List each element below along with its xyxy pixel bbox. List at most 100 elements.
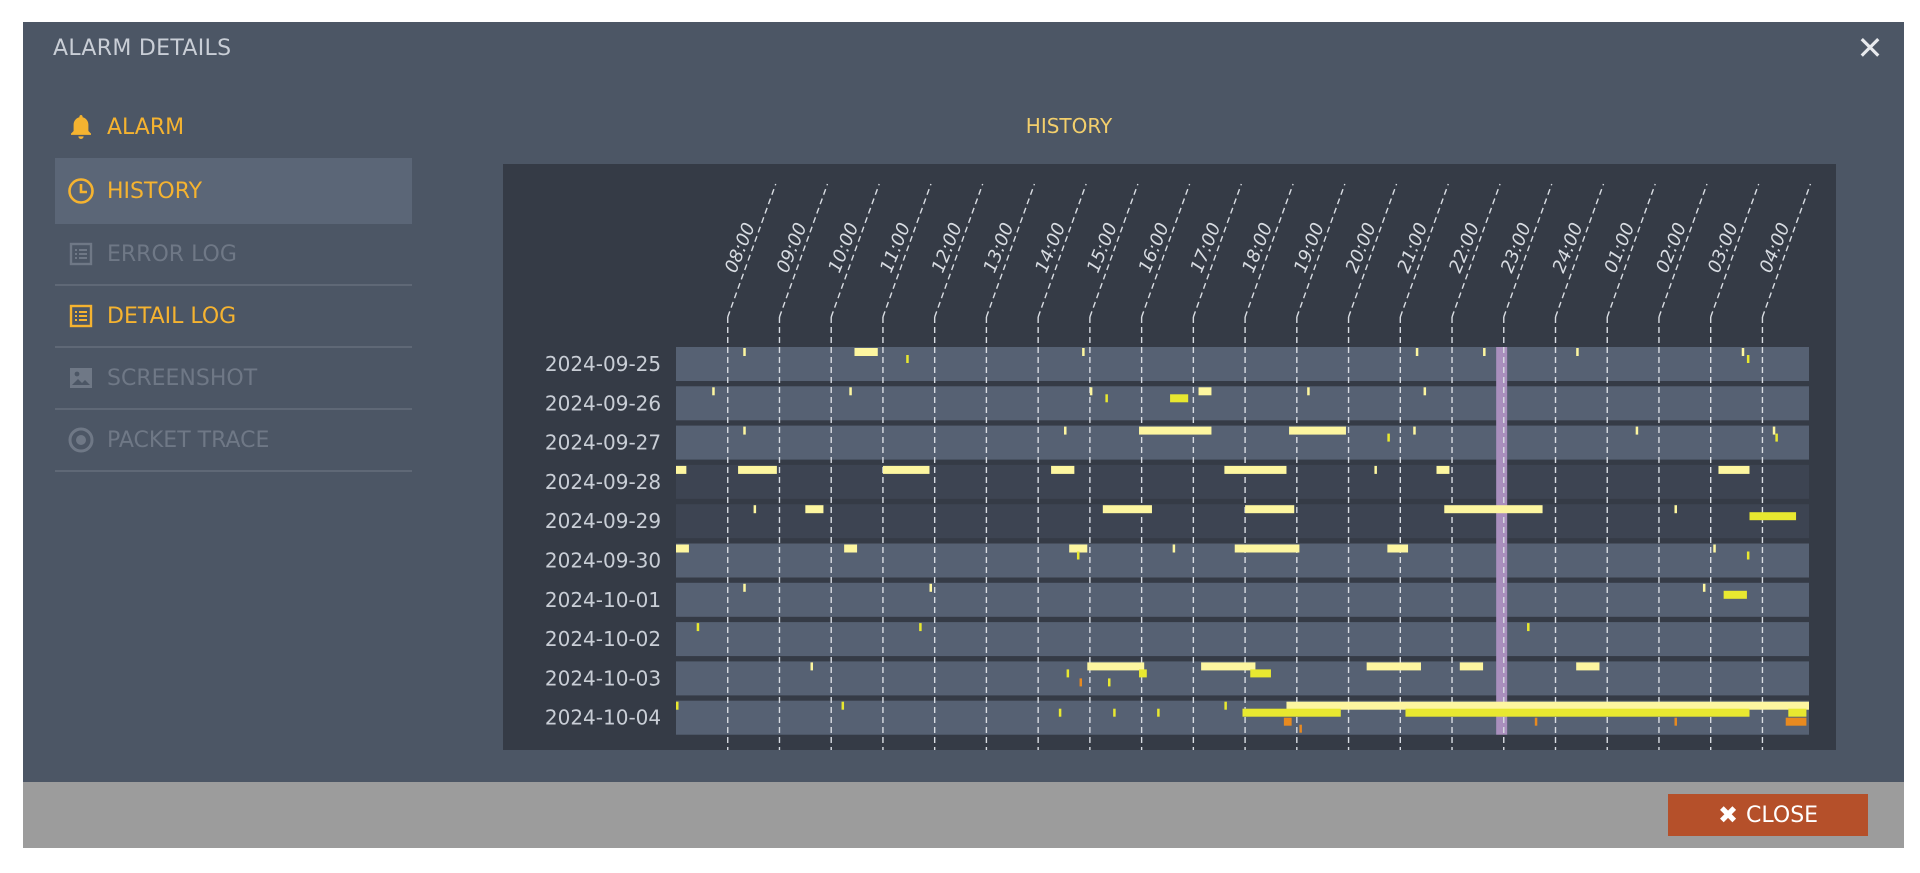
event-bar <box>1387 433 1390 442</box>
event-bar <box>1157 708 1160 717</box>
event-bar <box>1415 348 1419 356</box>
event-bar <box>854 348 878 356</box>
event-bar <box>738 465 777 474</box>
row-date-label: 2024-09-29 <box>545 509 661 533</box>
sidebar-item-label: ALARM <box>107 114 185 140</box>
event-bar <box>1069 544 1088 553</box>
hour-gridline-diagonal <box>1192 183 1243 318</box>
hour-gridline-diagonal <box>1554 183 1605 318</box>
event-bar <box>1201 662 1256 671</box>
hour-tick-label: 23:00 <box>1497 220 1536 276</box>
event-bar <box>1741 348 1745 356</box>
event-bar <box>1718 465 1750 474</box>
event-bar <box>743 583 746 592</box>
hour-gridline-diagonal <box>1296 183 1346 318</box>
event-bar <box>676 701 679 710</box>
row-date-label: 2024-10-03 <box>545 666 661 690</box>
list-icon <box>67 302 95 330</box>
history-chart-panel: 2024-09-25 2024-09-26 2024-09-27 2024-09-28… <box>503 164 1836 752</box>
close-button[interactable]: ✖ CLOSE <box>1668 794 1868 836</box>
hour-tick-label: 24:00 <box>1549 220 1588 276</box>
event-bar <box>743 426 746 435</box>
sidebar-item-label: PACKET TRACE <box>107 427 270 453</box>
timeline-row <box>676 347 1809 381</box>
event-bar <box>844 544 858 553</box>
sidebar-item-detail-log[interactable]: DETAIL LOG <box>55 286 412 348</box>
row-date-label: 2024-09-28 <box>545 470 661 494</box>
event-bar <box>1405 708 1750 717</box>
event-bar <box>1051 465 1075 474</box>
sidebar-item-label: ERROR LOG <box>107 241 237 267</box>
row-date-label: 2024-09-25 <box>545 352 661 376</box>
hour-gridline-diagonal <box>1606 183 1656 318</box>
close-icon[interactable]: ✕ <box>1856 29 1884 67</box>
event-bar <box>676 544 689 553</box>
hour-tick-label: 19:00 <box>1290 220 1329 276</box>
event-bar <box>919 623 922 632</box>
sidebar-item-error-log[interactable]: ERROR LOG <box>55 224 412 286</box>
sidebar-item-alarm[interactable]: ALARM <box>55 96 412 158</box>
hour-gridline-diagonal <box>830 183 880 318</box>
event-bar <box>1459 662 1484 671</box>
event-bar <box>841 701 845 710</box>
event-bar <box>1102 505 1152 514</box>
event-bar <box>1250 669 1271 678</box>
event-bar <box>1413 426 1416 435</box>
hour-tick-label: 10:00 <box>824 220 863 276</box>
event-bar <box>1087 662 1145 671</box>
event-bar <box>1746 355 1750 363</box>
hour-gridline-diagonal <box>1399 183 1449 318</box>
row-date-label: 2024-09-27 <box>545 431 661 455</box>
hour-gridline-diagonal <box>985 183 1036 318</box>
hour-tick-label: 01:00 <box>1600 220 1639 276</box>
event-bar <box>1746 551 1750 560</box>
event-bar <box>1089 387 1093 396</box>
hour-tick-label: 09:00 <box>773 220 812 276</box>
hour-tick-label: 11:00 <box>876 220 915 276</box>
sidebar-item-screenshot[interactable]: SCREENSHOT <box>55 348 412 410</box>
event-bar <box>1527 623 1530 632</box>
event-bar <box>1674 505 1677 514</box>
event-bar <box>1483 348 1486 356</box>
event-bar <box>1224 701 1227 710</box>
event-bar <box>1066 669 1070 678</box>
timeline-row <box>676 622 1809 657</box>
event-bar <box>1366 662 1421 671</box>
hour-gridline-diagonal <box>1503 183 1553 318</box>
hour-tick-label: 02:00 <box>1652 220 1691 276</box>
hour-tick-label: 16:00 <box>1135 220 1174 276</box>
event-bar <box>1423 387 1427 396</box>
event-bar <box>1076 551 1080 560</box>
event-bar <box>1788 708 1807 717</box>
event-bar <box>805 505 824 514</box>
row-date-label: 2024-09-30 <box>545 549 661 573</box>
sidebar-item-label: HISTORY <box>107 178 203 204</box>
event-bar <box>1374 465 1377 474</box>
event-bar <box>1079 678 1083 687</box>
event-bar <box>929 583 933 592</box>
row-date-label: 2024-10-01 <box>545 588 661 612</box>
hour-tick-label: 20:00 <box>1342 220 1381 276</box>
hour-gridline-diagonal <box>1761 183 1812 318</box>
history-title: HISTORY <box>1025 114 1113 138</box>
event-bar <box>1242 708 1341 717</box>
bell-icon <box>67 113 95 141</box>
sidebar-item-label: SCREENSHOT <box>107 365 258 391</box>
event-bar <box>1534 717 1538 726</box>
sidebar-item-history[interactable]: HISTORY <box>55 158 412 224</box>
hour-tick-label: 15:00 <box>1083 220 1122 276</box>
event-bar <box>743 348 746 356</box>
event-bar <box>1702 583 1706 592</box>
close-icon: ✖ <box>1717 801 1739 829</box>
hour-tick-label: 08:00 <box>721 220 760 276</box>
event-bar <box>1785 717 1807 726</box>
target-icon <box>67 426 95 454</box>
event-bar <box>1723 590 1747 599</box>
event-bar <box>696 623 700 632</box>
hour-tick-label: 12:00 <box>928 220 967 276</box>
list-icon <box>67 240 95 268</box>
image-icon <box>67 364 95 392</box>
timeline-row <box>676 504 1809 539</box>
hour-tick-label: 18:00 <box>1238 220 1277 276</box>
sidebar-item-packet-trace[interactable]: PACKET TRACE <box>55 410 412 472</box>
